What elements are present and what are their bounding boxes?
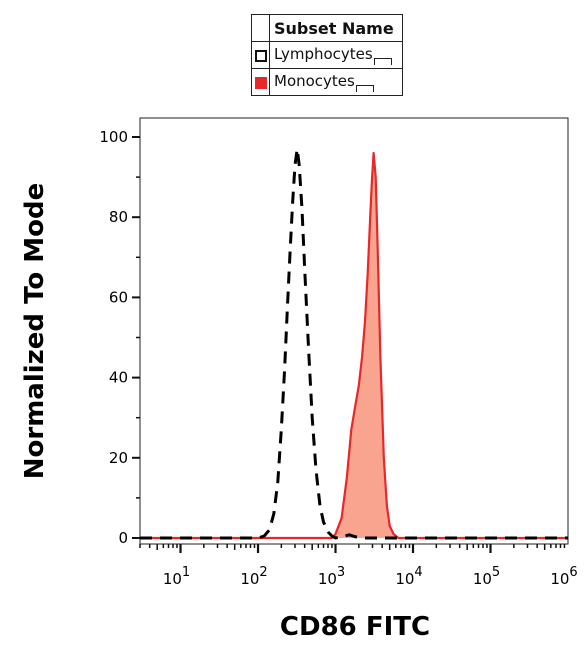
series-layer — [140, 147, 568, 540]
y-tick-label: 60 — [109, 288, 128, 306]
x-tick-label: 104 — [395, 565, 422, 588]
y-axis-label: Normalized To Mode — [20, 183, 50, 480]
lymphocytes-swatch — [254, 49, 267, 62]
legend-header-row: Subset Name — [251, 14, 403, 42]
x-tick-label: 103 — [318, 565, 345, 588]
y-tick-label: 80 — [109, 208, 128, 226]
legend-item[interactable]: Lymphocytes — [251, 41, 403, 69]
x-tick-label: 105 — [473, 565, 500, 588]
monocytes-area — [140, 153, 568, 538]
x-tick-label: 102 — [240, 565, 267, 588]
axis-layer: 0 20 40 60 80 100 101 102 103 104 105 106 — [99, 128, 577, 588]
legend-item-label: Monocytes — [274, 72, 355, 90]
legend-item-tail — [355, 85, 374, 92]
x-tick-label: 101 — [163, 565, 190, 588]
x-tick-label: 106 — [550, 565, 577, 588]
x-axis-label: CD86 FITC — [280, 612, 430, 642]
legend: Subset Name Lymphocytes Monocytes — [251, 14, 403, 96]
y-tick-label: 40 — [109, 369, 128, 387]
y-tick-label: 20 — [109, 449, 128, 467]
legend-header: Subset Name — [269, 14, 403, 42]
y-tick-label: 100 — [99, 128, 128, 146]
y-tick-label: 0 — [118, 529, 128, 547]
plot-frame — [139, 117, 569, 545]
legend-item[interactable]: Monocytes — [251, 68, 403, 96]
legend-item-tail — [373, 58, 392, 65]
monocytes-line — [140, 151, 568, 540]
monocytes-swatch — [254, 76, 267, 89]
lymphocytes-line — [140, 147, 568, 540]
legend-item-label: Lymphocytes — [274, 45, 373, 63]
